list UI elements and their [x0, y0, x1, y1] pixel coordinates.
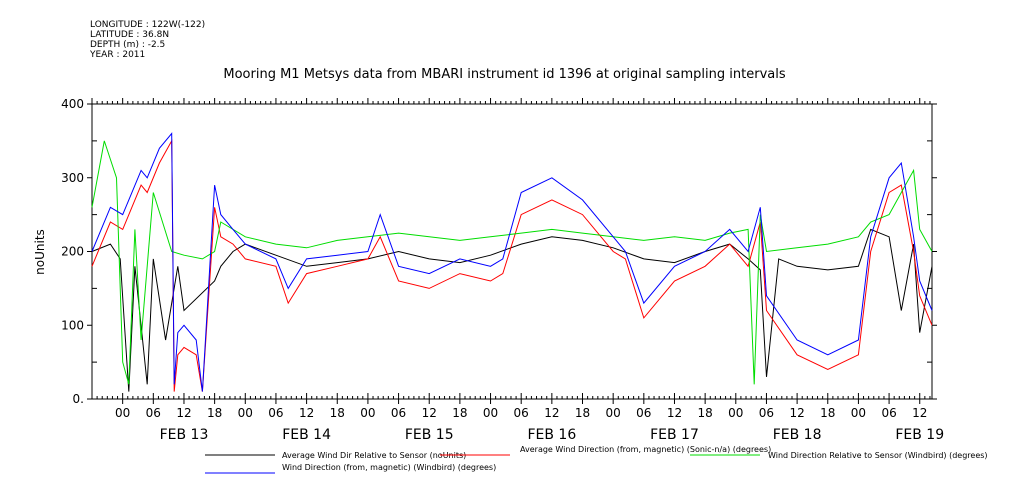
series-line-1 [91, 139, 933, 392]
x-tick-label-24: 00 [851, 406, 866, 420]
x-tick-label-2: 12 [176, 406, 191, 420]
year-text: YEAR : 2011 [90, 50, 146, 60]
x-tick-label-0: 00 [115, 406, 130, 420]
series-line-0 [91, 228, 933, 392]
x-tick-label-14: 12 [544, 406, 559, 420]
x-tick-label-6: 12 [299, 406, 314, 420]
axis-layer: 0. 100 200 300 400 00 06 12 18 00 06 12 18 00 06 12 18 00… [61, 97, 944, 443]
x-tick-label-1: 06 [146, 406, 161, 420]
x-tick-label-5: 06 [268, 406, 283, 420]
x-tick-label-25: 06 [881, 406, 896, 420]
x-date-label-4: FEB 17 [650, 427, 699, 443]
legend-label-0: Average Wind Dir Relative to Sensor (noU… [282, 451, 466, 460]
plot-frame [91, 103, 933, 400]
x-date-label-3: FEB 16 [527, 427, 576, 443]
x-tick-label-21: 06 [759, 406, 774, 420]
x-tick-label-3: 18 [207, 406, 222, 420]
longitude-text: LONGITUDE : 122W(-122) [90, 20, 206, 30]
x-tick-label-10: 12 [422, 406, 437, 420]
x-tick-label-22: 12 [789, 406, 804, 420]
legend: Average Wind Dir Relative to Sensor (noU… [205, 445, 988, 474]
x-date-label-0: FEB 13 [160, 427, 209, 443]
x-tick-label-17: 06 [636, 406, 651, 420]
x-date-label-2: FEB 15 [405, 427, 454, 443]
series-layer [91, 132, 933, 392]
x-date-label-1: FEB 14 [282, 427, 331, 443]
legend-label-1: Average Wind Direction (from, magnetic) … [520, 445, 771, 454]
legend-label-2: Wind Direction Relative to Sensor (Windb… [768, 451, 988, 460]
depth-text: DEPTH (m) : -2.5 [90, 40, 166, 50]
x-date-label-5: FEB 18 [773, 427, 822, 443]
x-tick-label-15: 18 [575, 406, 590, 420]
latitude-text: LATITUDE : 36.8N [90, 30, 170, 40]
x-tick-label-16: 00 [606, 406, 621, 420]
series-line-3 [91, 132, 933, 392]
x-tick-label-9: 06 [391, 406, 406, 420]
x-tick-label-4: 00 [238, 406, 253, 420]
x-tick-label-13: 06 [514, 406, 529, 420]
legend-label-3: Wind Direction (from, magnetic) (Windbir… [282, 463, 496, 472]
y-tick-label-1: 100 [61, 318, 84, 332]
x-tick-label-7: 18 [330, 406, 345, 420]
x-tick-label-20: 00 [728, 406, 743, 420]
chart-title: Mooring M1 Metsys data from MBARI instru… [223, 67, 786, 82]
x-tick-label-12: 00 [483, 406, 498, 420]
x-tick-label-23: 18 [820, 406, 835, 420]
series-line-2 [91, 140, 933, 385]
metadata-block: LONGITUDE : 122W(-122) LATITUDE : 36.8N … [90, 20, 205, 60]
x-date-label-6: FEB 19 [895, 427, 944, 443]
x-tick-label-19: 18 [697, 406, 712, 420]
x-tick-label-26: 12 [912, 406, 927, 420]
y-tick-label-2: 200 [61, 245, 84, 259]
x-tick-label-11: 18 [452, 406, 467, 420]
y-tick-label-0: 0. [73, 392, 84, 406]
y-tick-label-4: 400 [61, 97, 84, 111]
y-axis-label: noUnits [33, 229, 47, 275]
x-tick-label-18: 12 [667, 406, 682, 420]
y-tick-label-3: 300 [61, 171, 84, 185]
x-tick-label-8: 00 [360, 406, 375, 420]
